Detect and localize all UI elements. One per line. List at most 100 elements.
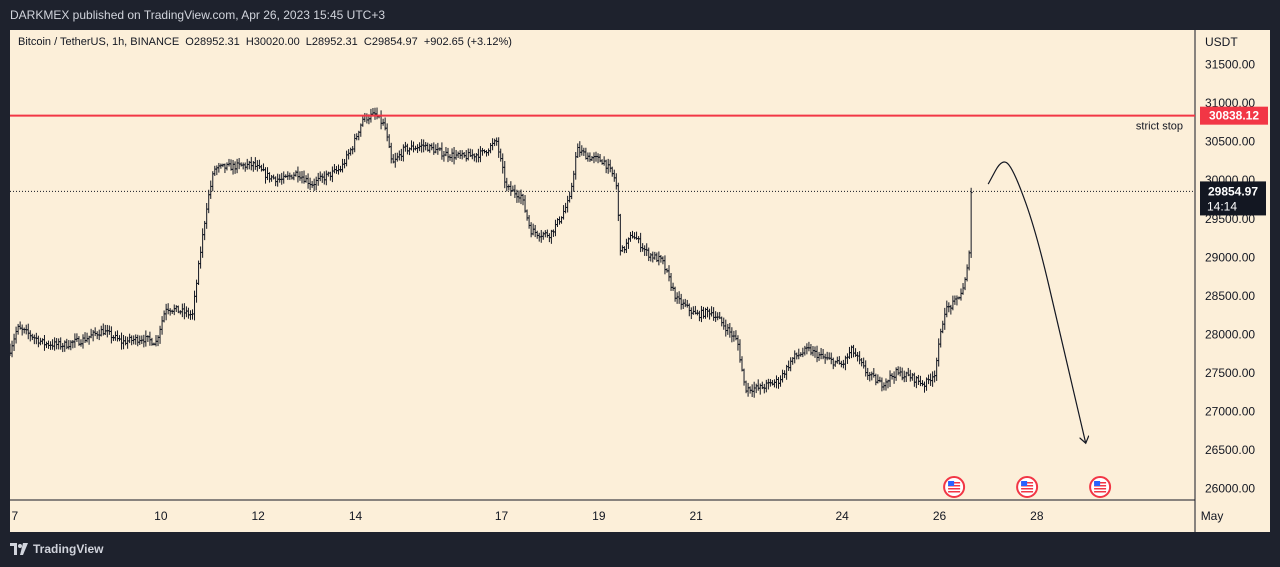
candle — [142, 334, 146, 348]
candle — [710, 306, 714, 317]
candle — [263, 167, 267, 184]
candle — [375, 107, 379, 120]
candle — [641, 243, 645, 252]
candle — [117, 335, 121, 342]
candle — [724, 319, 728, 337]
candle — [596, 153, 600, 164]
candle — [754, 383, 758, 394]
candle — [604, 159, 608, 174]
candle — [320, 173, 324, 183]
footer-bar: TradingView — [0, 532, 1280, 567]
candle — [736, 335, 740, 351]
candle — [772, 379, 776, 388]
candle — [647, 247, 651, 262]
candle — [158, 325, 162, 344]
candle — [793, 350, 797, 364]
candle — [945, 300, 949, 318]
candle — [156, 335, 160, 347]
candle — [452, 146, 456, 165]
currency-label: USDT — [1205, 35, 1238, 49]
candle — [221, 163, 225, 168]
candle — [870, 371, 874, 381]
price-axis[interactable]: 26000.00 26500.00 27000.00 27500.00 28000.00… — [1205, 58, 1255, 496]
candle — [310, 180, 314, 188]
candle — [219, 163, 223, 169]
candle — [458, 150, 462, 159]
candle — [831, 357, 835, 370]
candle — [590, 155, 594, 162]
tradingview-logo[interactable]: TradingView — [10, 542, 103, 556]
candle — [456, 151, 460, 159]
candle — [399, 148, 403, 162]
forecast-arrow[interactable] — [987, 161, 1085, 442]
candle — [918, 375, 922, 387]
candle — [430, 143, 434, 151]
candle — [306, 173, 310, 189]
candle — [489, 142, 493, 154]
us-flag-icon[interactable] — [943, 476, 966, 498]
candle — [470, 149, 474, 160]
candle — [416, 144, 420, 154]
candle — [440, 142, 444, 160]
candle — [651, 251, 655, 263]
candle — [819, 347, 823, 360]
candle — [787, 360, 791, 371]
candle — [900, 367, 904, 381]
candle — [912, 372, 916, 387]
candle — [491, 138, 495, 151]
candle — [231, 159, 235, 175]
candle — [588, 152, 592, 162]
candle — [16, 323, 20, 335]
candle — [712, 307, 716, 321]
us-flag-icon[interactable] — [1016, 476, 1039, 498]
candle — [122, 334, 126, 350]
candle — [653, 251, 657, 260]
candle — [83, 332, 87, 344]
candle — [669, 272, 673, 291]
candle — [740, 356, 744, 372]
candle — [186, 307, 190, 319]
candle — [878, 376, 882, 383]
candle — [190, 309, 194, 320]
candle — [385, 123, 389, 142]
candle — [545, 229, 549, 238]
candle — [174, 305, 178, 312]
candle — [852, 344, 856, 358]
candle — [967, 250, 971, 271]
candle — [134, 334, 138, 345]
candle — [920, 380, 924, 387]
candle — [233, 161, 237, 174]
candle — [738, 339, 742, 363]
price-chart[interactable]: strict stop 26000.00 26500.00 27000.00 2750… — [10, 30, 1270, 532]
candle — [42, 334, 46, 351]
candle — [643, 245, 647, 256]
candle — [551, 229, 555, 237]
candle — [618, 213, 622, 256]
candle — [764, 379, 768, 393]
candle — [136, 334, 140, 347]
candle — [107, 325, 111, 335]
candle — [412, 141, 416, 153]
candle — [756, 379, 760, 391]
candle — [36, 335, 40, 348]
candle — [215, 165, 219, 176]
chart-pane[interactable]: strict stop 26000.00 26500.00 27000.00 2750… — [10, 30, 1270, 532]
candle — [564, 202, 568, 214]
candle — [339, 165, 343, 173]
time-axis[interactable]: 7 10 12 14 17 19 21 24 26 28 May — [12, 509, 1224, 523]
candle — [324, 170, 328, 186]
us-flag-icon[interactable] — [1089, 476, 1112, 498]
candle — [103, 324, 107, 336]
candle — [444, 146, 448, 157]
candle — [393, 152, 397, 168]
candle — [631, 230, 635, 239]
candle — [807, 341, 811, 352]
candle — [115, 330, 119, 342]
candle — [434, 144, 438, 154]
candle — [420, 139, 424, 153]
candle — [253, 157, 257, 170]
candle — [505, 177, 509, 192]
candle — [809, 344, 813, 356]
candle — [361, 115, 365, 127]
candle — [26, 323, 30, 340]
